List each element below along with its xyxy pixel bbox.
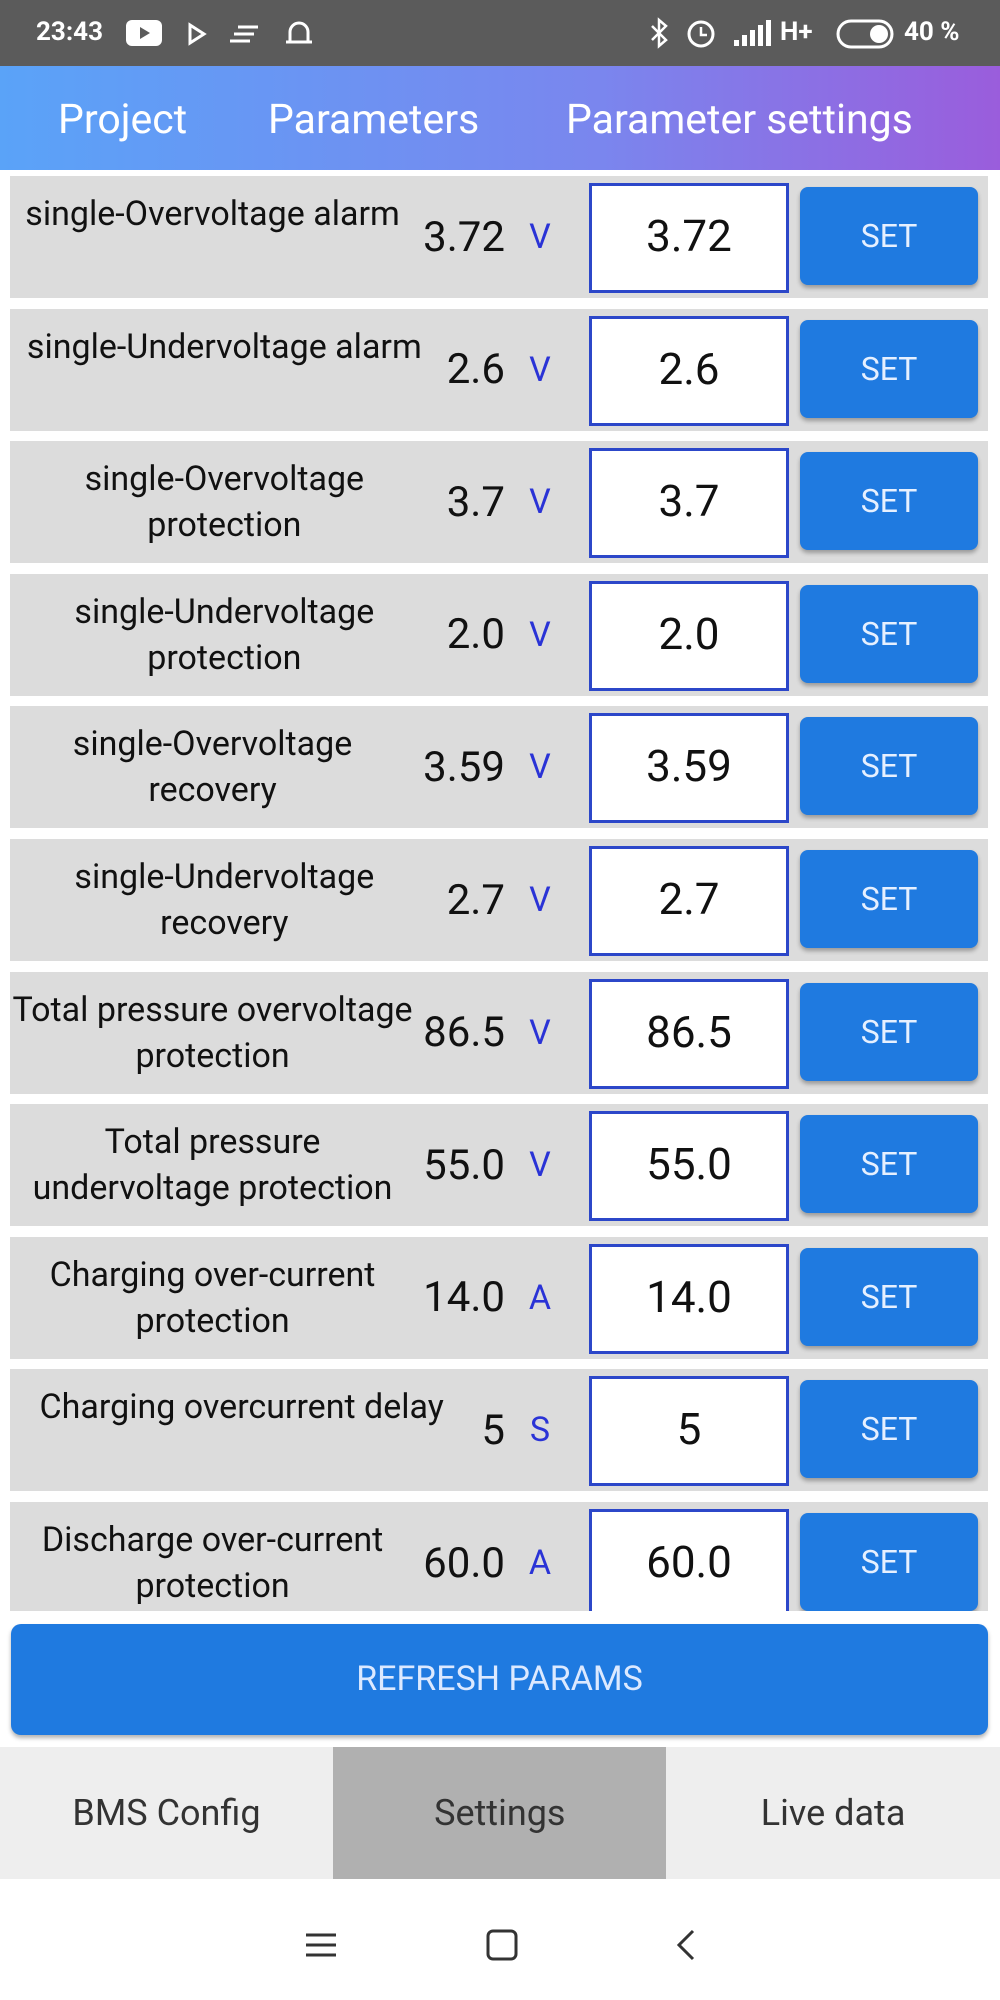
parameter-label: single-Undervoltage protection — [74, 591, 375, 678]
status-icons — [126, 20, 312, 46]
parameter-list: single-Overvoltage alarm 3.72 V 3.72 SET sing… — [0, 176, 1000, 1611]
row-left: Total pressure undervoltage protection 55… — [10, 1104, 575, 1226]
parameter-unit: V — [529, 349, 551, 390]
parameter-unit: S — [529, 1410, 551, 1451]
parameter-label: Discharge over-current protection — [41, 1520, 384, 1606]
parameter-row: single-Undervoltage recovery 2.7 V 2.7 SET — [10, 839, 988, 961]
value-input[interactable]: 14.0 — [589, 1243, 789, 1354]
row-left: Charging overcurrent delay 5 S — [10, 1369, 575, 1491]
set-button[interactable]: SET — [800, 1247, 978, 1346]
set-button[interactable]: SET — [800, 187, 978, 285]
value-input[interactable]: 2.0 — [589, 580, 789, 691]
parameter-row: Charging over-current protection 14.0 A 14.… — [10, 1236, 988, 1359]
parameter-label: single-Undervoltage alarm — [26, 326, 422, 367]
parameter-label: single-Undervoltage recovery — [74, 857, 375, 943]
parameter-value: 3.7 — [446, 477, 505, 527]
parameter-value: 55.0 — [423, 1140, 505, 1190]
parameter-label: Charging over-current protection — [49, 1254, 376, 1341]
row-left: single-Overvoltage protection 3.7 V — [10, 441, 575, 563]
value-input[interactable]: 60.0 — [589, 1509, 789, 1611]
row-left: Charging over-current protection 14.0 A — [10, 1237, 575, 1359]
parameter-value: 86.5 — [423, 1008, 505, 1058]
value-input[interactable]: 86.5 — [589, 978, 789, 1089]
parameter-value: 2.6 — [446, 345, 505, 395]
row-left: Discharge over-current protection 60.0 A — [10, 1502, 575, 1611]
parameter-row: single-Overvoltage alarm 3.72 V 3.72 SET — [10, 176, 988, 298]
status-bar: 23:43 H+ 40 % — [0, 0, 1000, 66]
tab[interactable]: Parameters — [268, 96, 480, 144]
value-input[interactable]: 3.7 — [589, 448, 789, 559]
set-button[interactable]: SET — [800, 982, 978, 1081]
value-input[interactable]: 3.59 — [589, 713, 789, 824]
parameter-unit: V — [529, 1012, 551, 1053]
row-left: single-Overvoltage recovery 3.59 V — [10, 706, 575, 828]
row-left: single-Undervoltage protection 2.0 V — [10, 574, 575, 696]
parameter-value: 2.0 — [446, 610, 505, 660]
status-icons-right — [651, 17, 771, 49]
network: H+ — [780, 17, 813, 47]
battery-icon — [836, 19, 894, 49]
parameter-row: Total pressure overvoltage protection 86.… — [10, 971, 988, 1094]
parameter-label: Total pressure overvoltage protection — [12, 989, 413, 1076]
row-left: Total pressure overvoltage protection 86.… — [10, 972, 575, 1094]
parameter-label: Total pressure undervoltage protection — [32, 1122, 393, 1209]
set-button[interactable]: SET — [800, 850, 978, 948]
set-button[interactable]: SET — [800, 1115, 978, 1214]
row-left: single-Undervoltage alarm 2.6 V — [10, 309, 575, 431]
parameter-row: Charging overcurrent delay 5 S 5 SET — [10, 1369, 988, 1492]
parameter-unit: V — [529, 1145, 551, 1186]
parameter-label: single-Overvoltage alarm — [25, 194, 400, 234]
battery: 40 % — [904, 17, 960, 47]
system-nav — [0, 1879, 1000, 2000]
bottom-tab[interactable]: BMS Config — [72, 1792, 261, 1834]
set-button[interactable]: SET — [800, 1513, 978, 1611]
row-left: single-Overvoltage alarm 3.72 V — [10, 176, 575, 298]
value-input[interactable]: 55.0 — [589, 1111, 789, 1222]
parameter-row: single-Overvoltage recovery 3.59 V 3.59 SET — [10, 706, 988, 829]
set-button[interactable]: SET — [800, 717, 978, 816]
value-input[interactable]: 2.6 — [589, 315, 789, 426]
parameter-value: 3.59 — [423, 742, 505, 792]
parameter-unit: A — [528, 1543, 552, 1583]
set-button[interactable]: SET — [800, 452, 978, 551]
parameter-unit: V — [529, 217, 551, 257]
top-tabs: Project Parameters Parameter settings — [0, 66, 1000, 170]
parameter-row: single-Undervoltage alarm 2.6 V 2.6 SET — [10, 308, 988, 431]
parameter-label: single-Overvoltage protection — [84, 459, 365, 546]
value-input[interactable]: 5 — [589, 1376, 789, 1487]
tab[interactable]: Parameter settings — [566, 96, 913, 144]
parameter-value: 2.7 — [446, 875, 505, 925]
parameter-value: 14.0 — [423, 1273, 505, 1323]
parameter-row: Discharge over-current protection 60.0 A 60… — [10, 1502, 988, 1611]
set-button[interactable]: SET — [800, 319, 978, 418]
value-input[interactable]: 3.72 — [589, 183, 789, 293]
parameter-row: single-Overvoltage protection 3.7 V 3.7 SET — [10, 441, 988, 564]
parameter-unit: A — [528, 1277, 552, 1318]
parameter-unit: V — [529, 747, 551, 788]
parameter-value: 3.72 — [423, 212, 505, 262]
bottom-tab[interactable]: Live data — [760, 1792, 906, 1834]
parameter-unit: V — [529, 614, 551, 655]
parameter-label: Charging overcurrent delay — [39, 1387, 444, 1428]
set-button[interactable]: SET — [800, 1380, 978, 1479]
set-button[interactable]: SET — [800, 584, 978, 683]
parameter-value: 60.0 — [423, 1538, 505, 1588]
row-left: single-Undervoltage recovery 2.7 V — [10, 839, 575, 961]
parameter-row: Total pressure undervoltage protection 55… — [10, 1104, 988, 1227]
clock: 23:43 — [36, 17, 103, 47]
parameter-row: single-Undervoltage protection 2.0 V 2.0 SET — [10, 573, 988, 696]
bottom-tab[interactable]: Settings — [333, 1747, 667, 1879]
refresh-button[interactable]: REFRESH PARAMS — [11, 1624, 988, 1735]
parameter-value: 5 — [481, 1405, 505, 1455]
parameter-unit: V — [529, 880, 551, 920]
tab[interactable]: Project — [58, 96, 188, 144]
parameter-label: single-Overvoltage recovery — [72, 724, 353, 811]
value-input[interactable]: 2.7 — [589, 846, 789, 956]
parameter-unit: V — [529, 482, 551, 523]
bottom-nav: BMS Config Settings Live data — [0, 1747, 1000, 1879]
